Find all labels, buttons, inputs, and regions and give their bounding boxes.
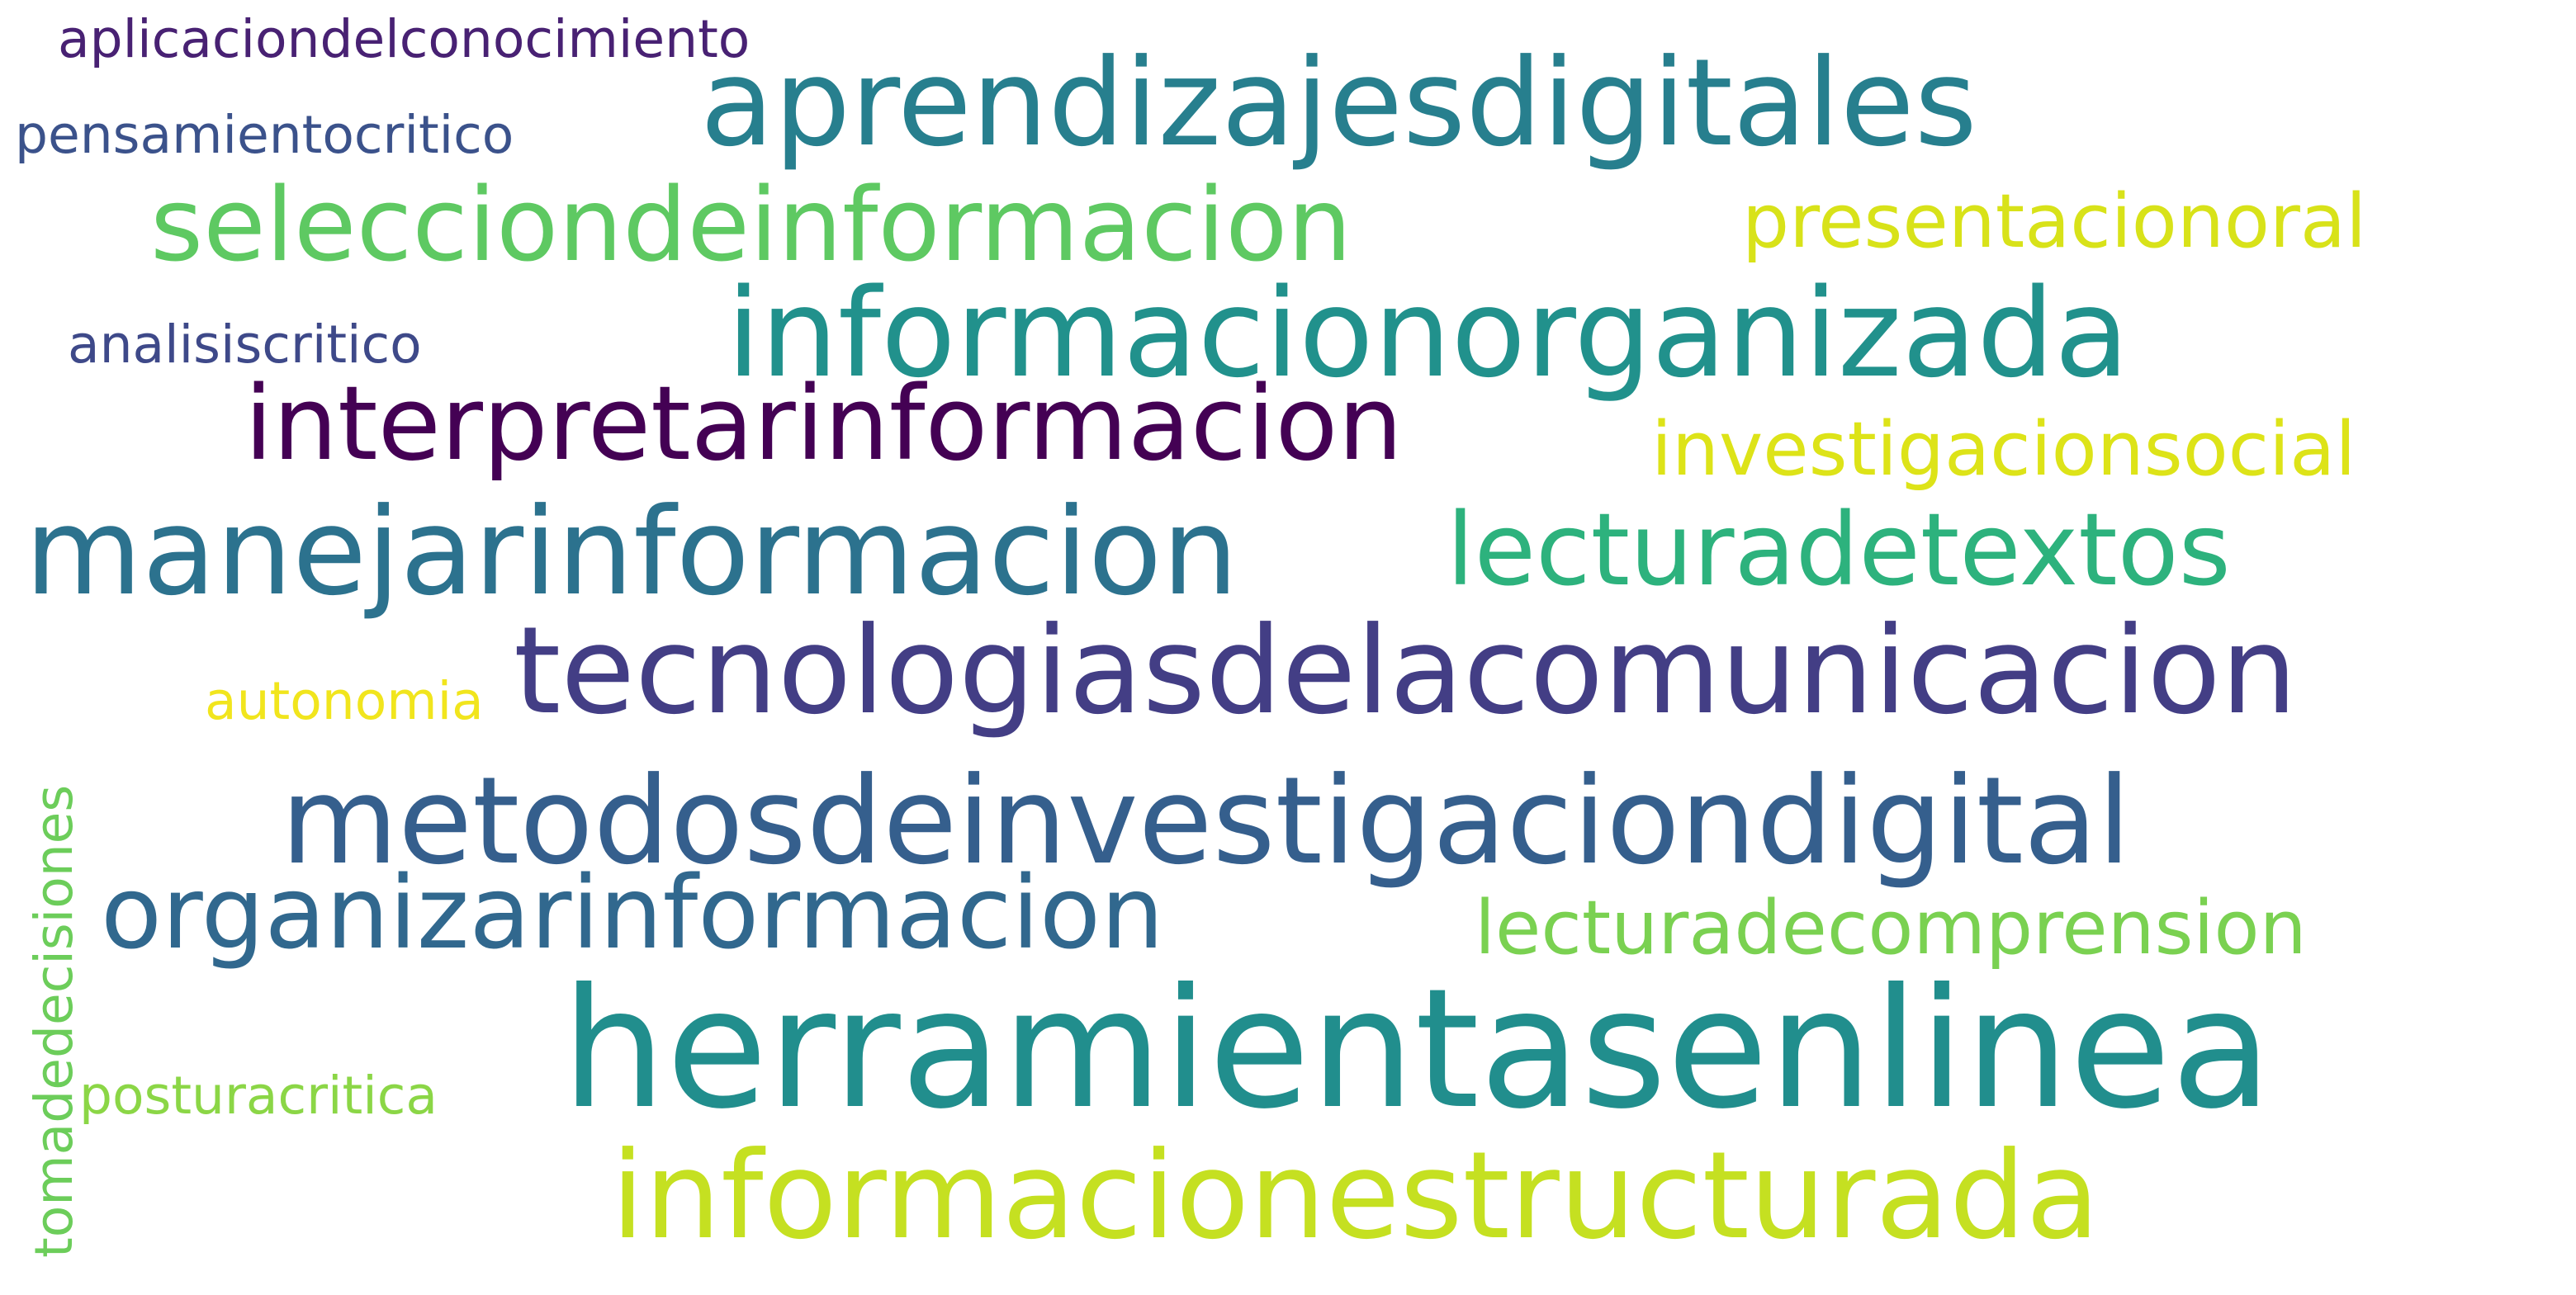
word-manejarinformacion: manejarinformacion [25, 482, 1238, 622]
word-metodosdeinvestigaciondigital: metodosdeinvestigaciondigital [281, 751, 2131, 891]
word-lecturadetextos: lecturadetextos [1447, 492, 2231, 608]
word-informacionorganizada: informacionorganizada [727, 262, 2129, 404]
word-presentacionoral: presentacionoral [1742, 178, 2367, 265]
word-pensamientocritico: pensamientocritico [15, 105, 514, 165]
word-tecnologiasdelacomunicacion: tecnologiasdelacomunicacion [514, 601, 2298, 741]
word-posturacritica: posturacritica [79, 1066, 438, 1126]
word-lecturadecomprension: lecturadecomprension [1475, 885, 2307, 971]
word-aprendizajesdigitales: aprendizajesdigitales [700, 33, 1977, 173]
word-autonomia: autonomia [205, 671, 484, 731]
word-aplicaciondelconocimiento: aplicaciondelconocimiento [58, 9, 751, 69]
word-informacionestructurada: informacionestructurada [611, 1126, 2100, 1266]
word-interpretarinformacion: interpretarinformacion [244, 365, 1403, 484]
word-organizarinformacion: organizarinformacion [101, 855, 1164, 971]
word-tomadedecisiones: tomadedecisiones [24, 784, 84, 1258]
word-investigacionsocial: investigacionsocial [1651, 406, 2356, 493]
word-analisiscritico: analisiscritico [68, 314, 422, 375]
word-selecciondeinformacion: selecciondeinformacion [150, 167, 1352, 285]
word-herramientasenlinea: herramientasenlinea [561, 953, 2272, 1146]
